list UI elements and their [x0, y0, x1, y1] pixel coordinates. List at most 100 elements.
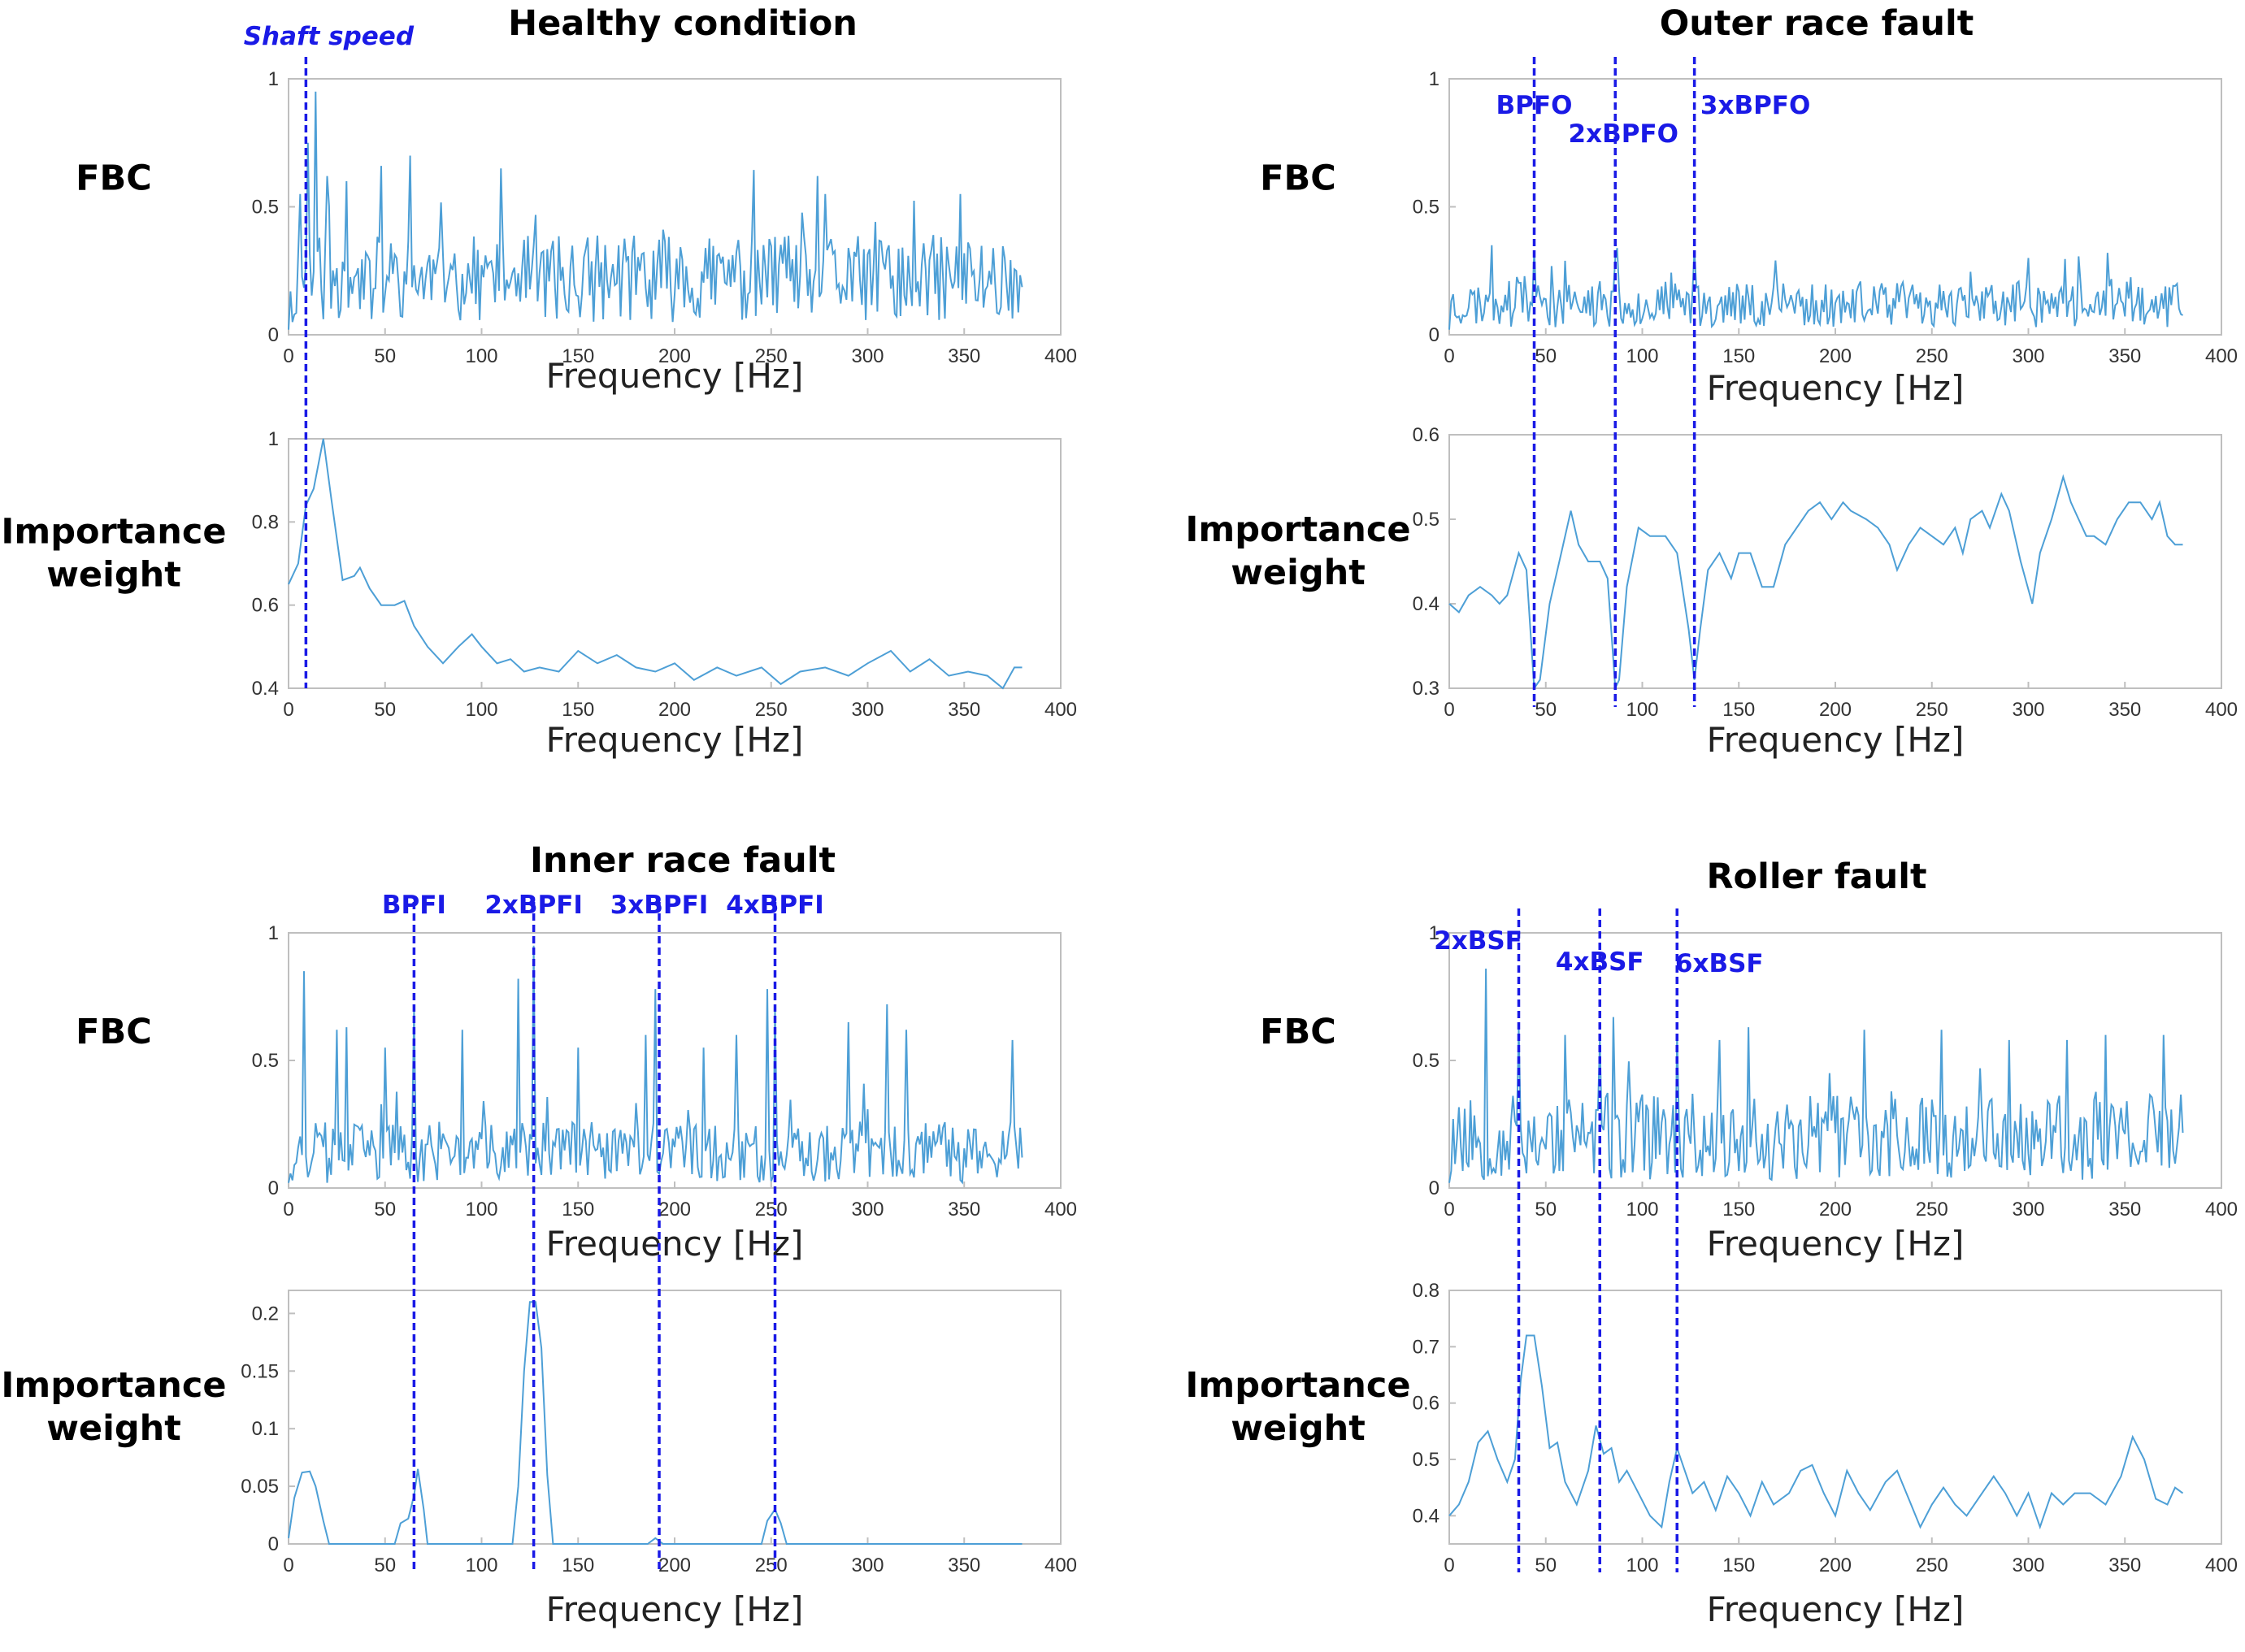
outer-iw-xtick-label: 200 — [1819, 699, 1852, 721]
roller-fbc-xtick-label: 50 — [1535, 1199, 1557, 1221]
roller-iw-xtick-label: 150 — [1722, 1554, 1755, 1576]
inner-iw-plot-area — [288, 1290, 1062, 1545]
outer-fbc-ylabel: FBC — [1260, 158, 1336, 199]
inner-iw-xtick-label: 100 — [465, 1554, 497, 1576]
inner-fbc-xtick-label: 250 — [755, 1199, 788, 1221]
outer-fbc-xtick-label: 300 — [2012, 345, 2044, 367]
inner-iw-xtick-label: 50 — [374, 1554, 396, 1576]
outer-iw-xtick-label: 400 — [2205, 699, 2238, 721]
inner-fbc-plot-area — [288, 932, 1062, 1189]
outer-marker-label: BPFO — [1496, 91, 1573, 120]
healthy-iw-plot-area — [288, 438, 1062, 689]
inner-fbc-xtick-label: 100 — [465, 1199, 497, 1221]
outer-iw-xlabel: Frequency [Hz] — [1707, 720, 1965, 760]
outer-iw-xtick-label: 50 — [1535, 699, 1557, 721]
healthy-iw-ytick-label: 0.6 — [252, 595, 279, 617]
outer-iw-ytick-label: 0.5 — [1413, 509, 1439, 531]
healthy-fbc-xtick-label: 400 — [1044, 345, 1077, 367]
outer-iw-ylabel-line1: Importance — [1185, 509, 1410, 550]
healthy-iw-xtick-label: 100 — [465, 699, 497, 721]
inner-iw-ylabel-line1: Importance — [1, 1365, 226, 1406]
roller-fbc-ylabel: FBC — [1260, 1012, 1336, 1052]
inner-fbc-xtick-label: 150 — [562, 1199, 594, 1221]
healthy-iw-xtick-label: 300 — [851, 699, 884, 721]
inner-fbc-axes: 0 50 100 150 200 250 300 350 400 0 0.5 1 Frequency [… — [252, 922, 1077, 1264]
healthy-fbc-xtick-label: 0 — [283, 345, 293, 367]
outer-title: Outer race fault — [1660, 3, 1974, 44]
inner-iw-xlabel: Frequency [Hz] — [546, 1589, 804, 1629]
outer-iw-series-line — [1448, 474, 2183, 691]
inner-iw-xtick-label: 200 — [658, 1554, 691, 1576]
inner-iw-xtick-label: 300 — [851, 1554, 884, 1576]
roller-iw-xtick-label: 250 — [1916, 1554, 1948, 1576]
inner-fbc-xtick-label: 0 — [283, 1199, 293, 1221]
roller-iw-xtick-label: 350 — [2108, 1554, 2141, 1576]
outer-iw-xtick-label: 100 — [1626, 699, 1658, 721]
healthy-fbc-series-line — [288, 91, 1023, 330]
inner-iw-ytick-label: 0.1 — [252, 1418, 279, 1440]
inner-iw-xtick-label: 400 — [1044, 1554, 1077, 1576]
healthy-fbc-xtick-label: 200 — [658, 345, 691, 367]
outer-iw-ytick-label: 0.6 — [1413, 424, 1439, 446]
outer-marker-label: 2xBPFO — [1569, 119, 1678, 149]
healthy-iw-ytick-label: 0.4 — [252, 678, 279, 700]
healthy-fbc-axes: 0 50 100 150 200 250 300 350 400 0 0.5 1 Frequency [… — [252, 68, 1077, 396]
roller-fbc-xtick-label: 350 — [2108, 1199, 2141, 1221]
healthy-fbc-xlabel: Frequency [Hz] — [546, 356, 804, 396]
roller-iw-xtick-label: 300 — [2012, 1554, 2044, 1576]
inner-marker-label: BPFI — [382, 891, 446, 920]
outer-iw-ytick-label: 0.3 — [1413, 678, 1439, 700]
roller-iw-series-line — [1448, 1334, 2184, 1530]
roller-iw-plot-area — [1448, 1290, 2222, 1545]
roller-fbc-ytick-label: 0.5 — [1413, 1050, 1439, 1072]
healthy-fbc-xtick-label: 150 — [562, 345, 594, 367]
healthy-fbc-xtick-label: 100 — [465, 345, 497, 367]
healthy-iw-xlabel: Frequency [Hz] — [546, 720, 804, 760]
outer-fbc-xtick-label: 0 — [1444, 345, 1454, 367]
inner-iw-series-line — [288, 1301, 1023, 1545]
roller-title: Roller fault — [1706, 856, 1926, 897]
outer-fbc-ytick-label: 1 — [1429, 68, 1439, 90]
roller-fbc-xlabel: Frequency [Hz] — [1707, 1224, 1965, 1264]
inner-fbc-ytick-label: 0.5 — [252, 1050, 279, 1072]
roller-fbc-xtick-label: 100 — [1626, 1199, 1658, 1221]
healthy-iw-ylabel-line1: Importance — [1, 512, 226, 553]
healthy-iw-xtick-label: 400 — [1044, 699, 1077, 721]
outer-iw-axes: 0 50 100 150 200 250 300 350 400 0.3 0.4 0.5 0.6 Freq… — [1413, 424, 2238, 760]
roller-iw-ytick-label: 0.7 — [1413, 1336, 1439, 1358]
roller-iw-ytick-label: 0.5 — [1413, 1449, 1439, 1471]
outer-iw-plot-area — [1448, 434, 2222, 689]
healthy-iw-xtick-label: 0 — [283, 699, 293, 721]
inner-iw-xtick-label: 150 — [562, 1554, 594, 1576]
healthy-iw-xtick-label: 200 — [658, 699, 691, 721]
roller-iw-xtick-label: 100 — [1626, 1554, 1658, 1576]
roller-iw-xtick-label: 50 — [1535, 1554, 1557, 1576]
healthy-iw-xtick-label: 50 — [374, 699, 396, 721]
outer-fbc-ytick-label: 0 — [1429, 324, 1439, 346]
roller-marker-label: 4xBSF — [1556, 947, 1644, 977]
healthy-fbc-ytick-label: 0 — [268, 324, 279, 346]
roller-fbc-ytick-label: 0 — [1429, 1177, 1439, 1199]
outer-iw-xtick-label: 300 — [2012, 699, 2044, 721]
roller-iw-ytick-label: 0.6 — [1413, 1393, 1439, 1415]
healthy-iw-axes: 0 50 100 150 200 250 300 350 400 0.4 0.6 0.8 1 Freque… — [252, 428, 1077, 760]
inner-fbc-ylabel: FBC — [76, 1012, 152, 1052]
healthy-iw-xtick-label: 350 — [948, 699, 980, 721]
outer-fbc-xtick-label: 350 — [2108, 345, 2141, 367]
roller-iw-ytick-label: 0.8 — [1413, 1280, 1439, 1302]
outer-fbc-xtick-label: 200 — [1819, 345, 1852, 367]
inner-fbc-xtick-label: 350 — [948, 1199, 980, 1221]
roller-iw-xtick-label: 200 — [1819, 1554, 1852, 1576]
healthy-fbc-ytick-label: 0.5 — [252, 197, 279, 219]
inner-title: Inner race fault — [530, 840, 836, 881]
healthy-iw-ylabel-line2: weight — [46, 555, 181, 596]
outer-fbc-xtick-label: 250 — [1916, 345, 1948, 367]
outer-fbc-xtick-label: 100 — [1626, 345, 1658, 367]
inner-iw-ytick-label: 0.15 — [241, 1360, 279, 1382]
roller-fbc-xtick-label: 400 — [2205, 1199, 2238, 1221]
healthy-marker-label: Shaft speed — [244, 22, 415, 51]
inner-iw-xtick-label: 350 — [948, 1554, 980, 1576]
roller-fbc-xtick-label: 200 — [1819, 1199, 1852, 1221]
outer-fbc-axes: 0 50 100 150 200 250 300 350 400 0 0.5 1 Frequency [… — [1413, 68, 2238, 408]
inner-fbc-xtick-label: 50 — [374, 1199, 396, 1221]
